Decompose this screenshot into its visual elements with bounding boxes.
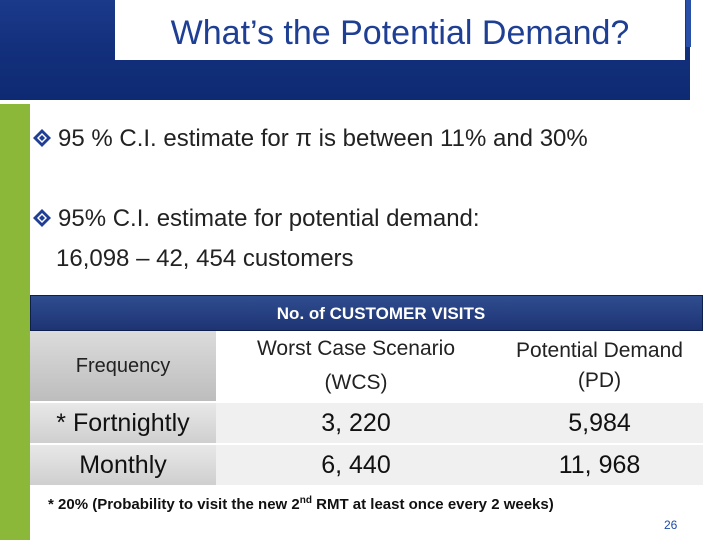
bullet-text: 95 % C.I. estimate for π is between 11% … xyxy=(58,125,588,152)
footnote-superscript: nd xyxy=(299,495,312,506)
cell-pd: 5,984 xyxy=(496,401,703,444)
table-row: * Fortnightly 3, 220 5,984 xyxy=(30,401,703,444)
bullet-ci-demand: 95% C.I. estimate for potential demand: xyxy=(32,205,480,233)
cell-frequency: * Fortnightly xyxy=(30,401,216,444)
column-header-wcs-line1: Worst Case Scenario xyxy=(256,337,456,360)
cell-wcs: 3, 220 xyxy=(216,401,496,444)
cell-wcs: 6, 440 xyxy=(216,443,496,485)
cell-pd: 11, 968 xyxy=(496,443,703,485)
table-group-header: No. of CUSTOMER VISITS xyxy=(30,295,703,331)
column-header-pd: Potential Demand (PD) xyxy=(496,331,703,402)
diamond-bullet-icon xyxy=(33,209,51,227)
footnote-before: * 20% (Probability to visit the new 2 xyxy=(48,496,300,513)
column-header-wcs-line2: (WCS) xyxy=(324,371,388,394)
slide-title: What’s the Potential Demand? xyxy=(170,14,630,52)
column-header-wcs: Worst Case Scenario (WCS) xyxy=(216,331,496,402)
title-accent xyxy=(686,0,691,47)
column-header-frequency: Frequency xyxy=(30,331,216,402)
bullet-text: 95% C.I. estimate for potential demand: xyxy=(58,205,480,232)
column-header-pd-line1: Potential Demand xyxy=(516,339,683,362)
visits-table: Frequency Worst Case Scenario (WCS) Pote… xyxy=(30,331,703,485)
table-row: Monthly 6, 440 11, 968 xyxy=(30,443,703,485)
diamond-bullet-icon xyxy=(33,129,51,147)
footnote: * 20% (Probability to visit the new 2nd … xyxy=(48,495,554,513)
bullet-ci-pi: 95 % C.I. estimate for π is between 11% … xyxy=(32,125,588,153)
footnote-after: RMT at least once every 2 weeks) xyxy=(311,496,554,513)
title-box xyxy=(115,0,685,60)
page-number: 26 xyxy=(664,518,678,532)
cell-frequency: Monthly xyxy=(30,443,216,485)
table-header-row: Frequency Worst Case Scenario (WCS) Pote… xyxy=(30,331,703,402)
column-header-pd-line2: (PD) xyxy=(577,369,622,392)
table-group-header-label: No. of CUSTOMER VISITS xyxy=(276,304,486,323)
bullet-subline: 16,098 – 42, 454 customers xyxy=(56,245,354,272)
title-divider xyxy=(0,100,720,104)
